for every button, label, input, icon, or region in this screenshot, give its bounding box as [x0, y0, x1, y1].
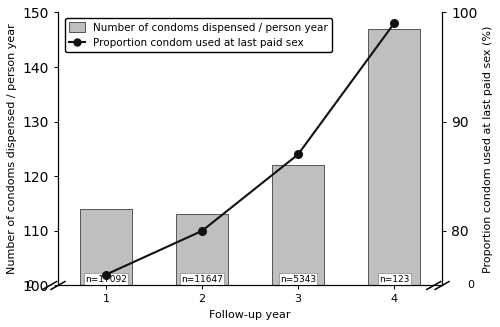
Text: n=17092: n=17092	[85, 275, 127, 284]
Text: n=5343: n=5343	[280, 275, 316, 284]
Bar	[80, 209, 132, 285]
Y-axis label: Proportion condom used at last paid sex (%): Proportion condom used at last paid sex …	[483, 25, 493, 273]
Y-axis label: Number of condoms dispensed / person year: Number of condoms dispensed / person yea…	[7, 24, 17, 274]
Text: 0: 0	[467, 281, 474, 290]
Text: n=11647: n=11647	[181, 275, 223, 284]
Text: n=123: n=123	[379, 275, 410, 284]
Text: 0: 0	[26, 281, 33, 290]
Bar	[368, 29, 420, 285]
X-axis label: Follow-up year: Follow-up year	[210, 310, 291, 320]
Bar	[176, 215, 229, 285]
Bar	[272, 165, 324, 285]
Legend: Number of condoms dispensed / person year, Proportion condom used at last paid s: Number of condoms dispensed / person yea…	[65, 18, 332, 52]
